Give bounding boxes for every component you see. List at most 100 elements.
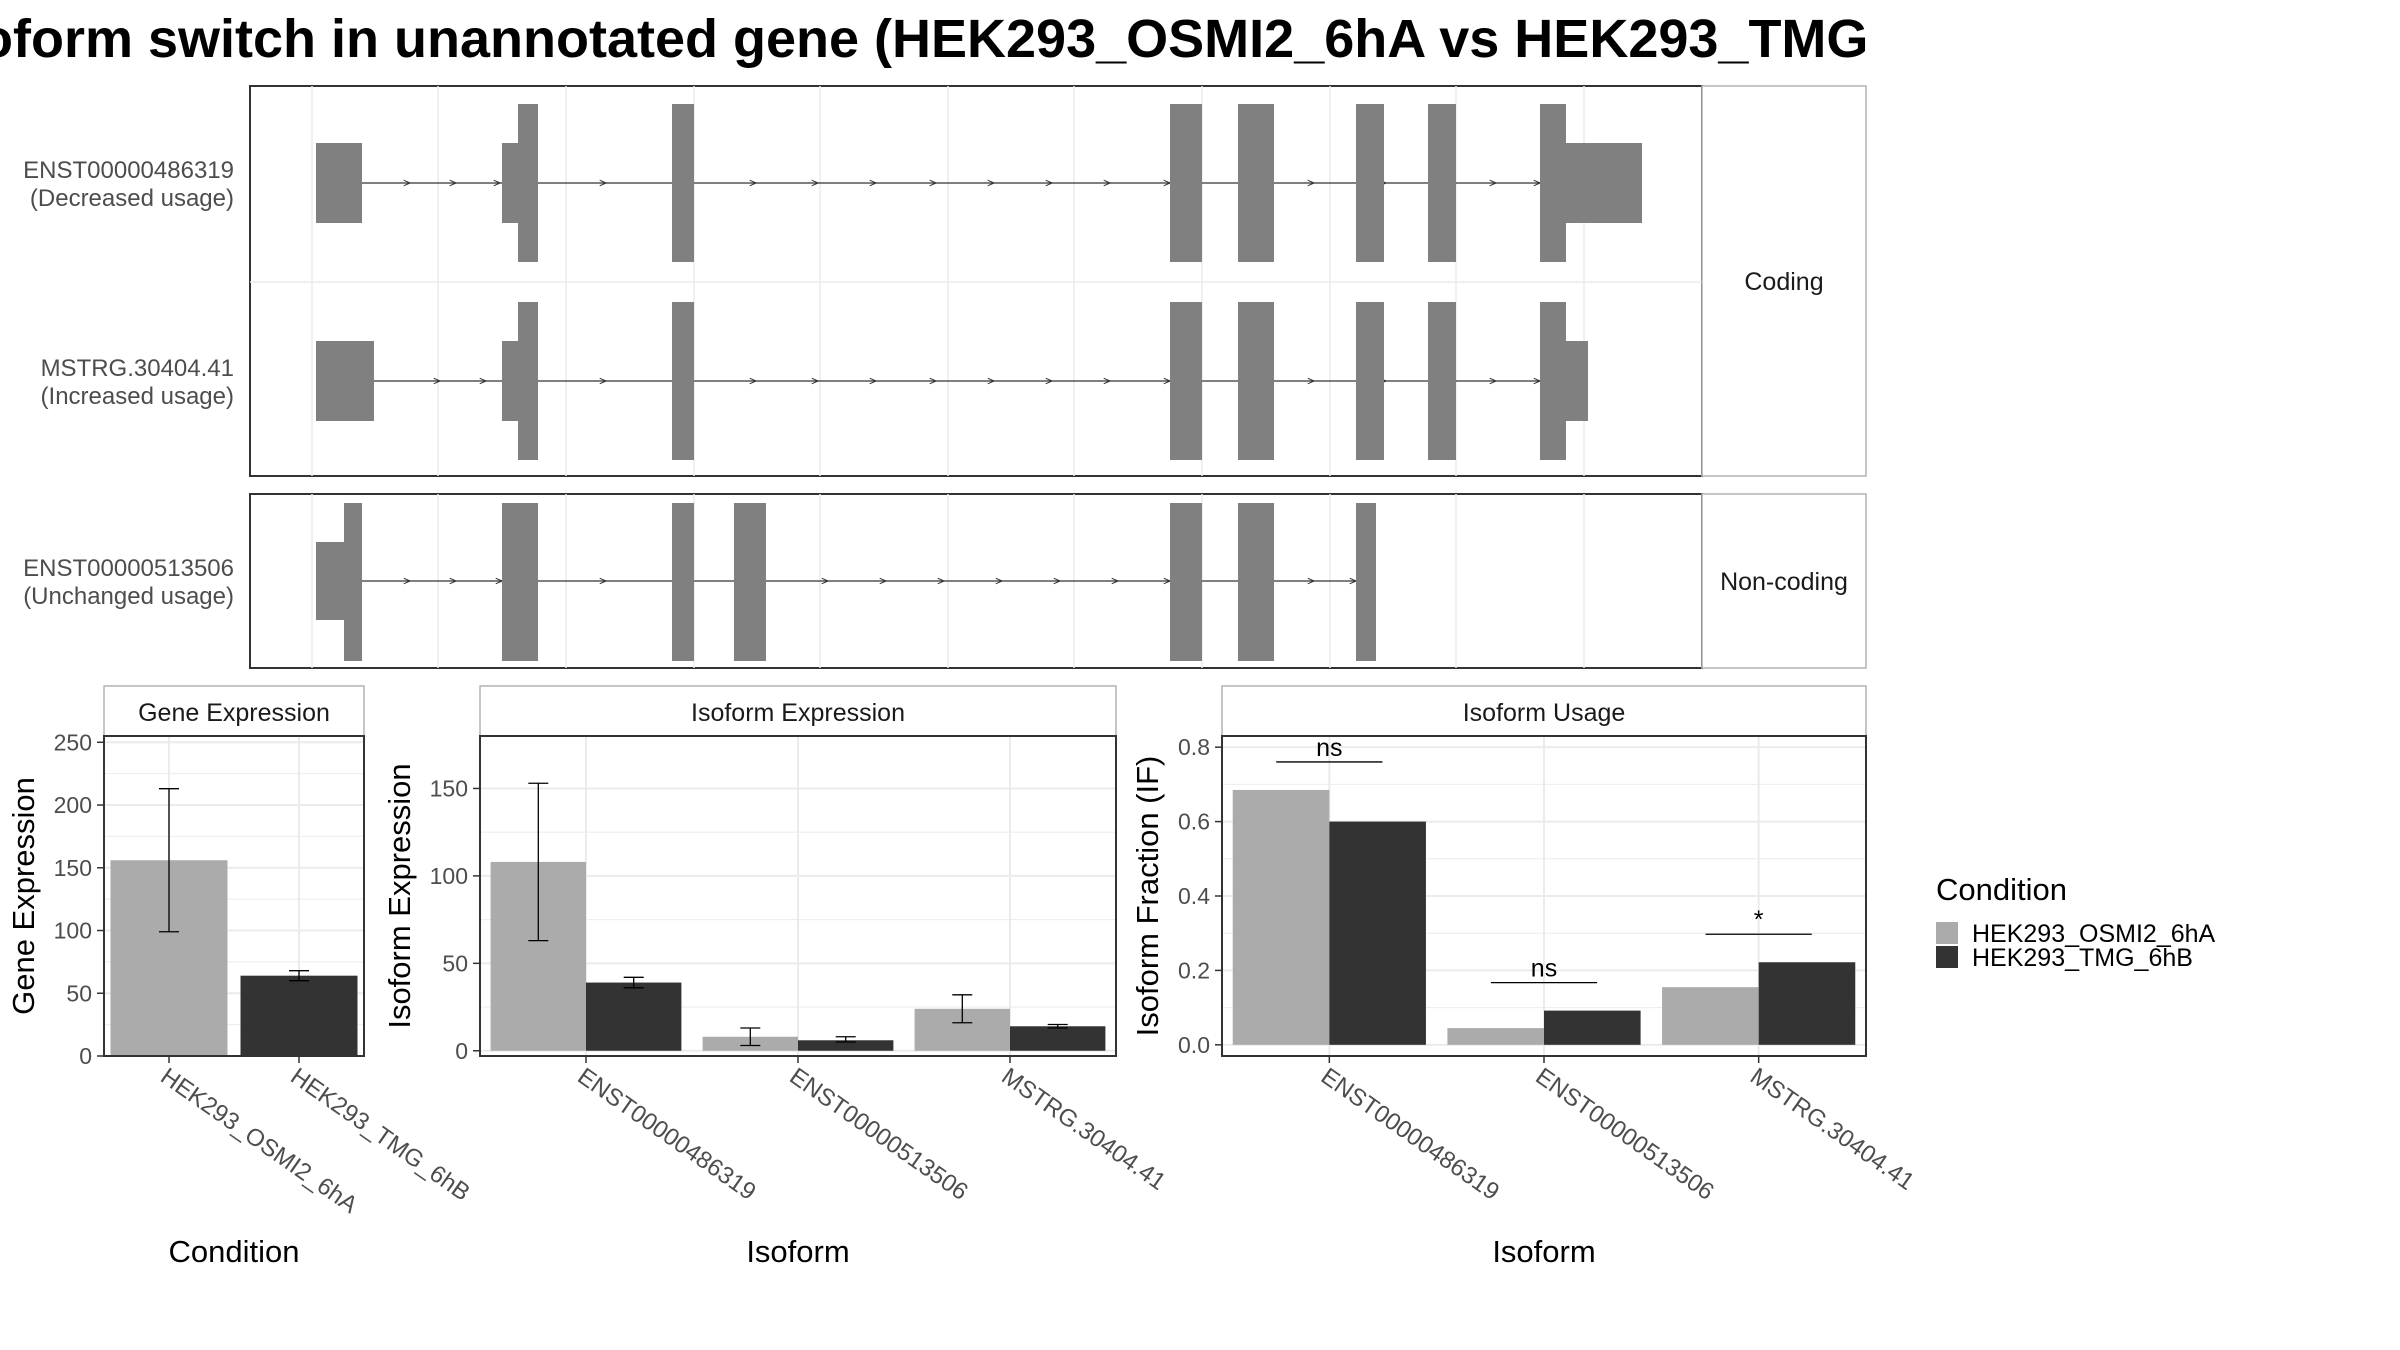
track-label-usage: (Unchanged usage) (23, 583, 234, 610)
exon (1238, 503, 1274, 661)
error-bar (835, 1036, 856, 1043)
exon (1238, 302, 1274, 460)
exon (344, 503, 362, 661)
panel-border (103, 735, 365, 1057)
track-label-name: ENST00000486319 (23, 157, 234, 184)
bar (798, 1040, 894, 1051)
exon (1356, 104, 1384, 262)
bar (1447, 1028, 1544, 1045)
y-axis-title: Gene Expression (6, 777, 41, 1015)
exon (1428, 104, 1456, 262)
exon (1170, 104, 1202, 262)
exon (316, 341, 374, 421)
exon (672, 104, 694, 262)
transcript-track-enst00000513506 (316, 503, 1376, 661)
bar (586, 982, 682, 1051)
error-bar (159, 788, 179, 933)
chart-panel-1: Gene Expression050100150200250HEK293_OSM… (6, 685, 475, 1269)
x-tick-label: ENST00000513506 (1531, 1063, 1719, 1206)
x-axis-title: Isoform (746, 1234, 849, 1269)
noncoding-strip (1701, 493, 1867, 669)
y-tick-label: 150 (54, 855, 92, 881)
y-tick-label: 250 (54, 729, 92, 755)
y-tick-label: 200 (54, 792, 92, 818)
exon (734, 503, 766, 661)
exon (1170, 302, 1202, 460)
figure-title-container: oform switch in unannotated gene (HEK293… (0, 8, 1872, 88)
track-label-usage: (Increased usage) (41, 383, 234, 410)
x-tick-label: MSTRG.30404.41 (997, 1063, 1171, 1196)
strip-title: Isoform Expression (691, 699, 905, 727)
y-tick-label: 100 (430, 863, 468, 889)
noncoding-strip-label: Non-coding (1720, 568, 1848, 596)
y-tick-label: 150 (430, 775, 468, 801)
track-label-name: ENST00000513506 (23, 555, 234, 582)
exon (502, 341, 518, 421)
significance-label: * (1754, 906, 1764, 934)
exon (502, 503, 538, 661)
exon (518, 104, 538, 262)
x-tick-label: MSTRG.30404.41 (1745, 1063, 1919, 1196)
coding-panel-border (249, 85, 1703, 477)
bar (240, 975, 358, 1056)
track-labels: ENST00000486319 (Decreased usage) MSTRG.… (23, 157, 234, 610)
exon (1540, 104, 1566, 262)
exon (1428, 302, 1456, 460)
exon (316, 542, 344, 620)
exon (502, 143, 518, 223)
x-tick-label: ENST00000513506 (785, 1063, 973, 1206)
error-bar (623, 976, 644, 989)
chart-panel-2: Isoform Expression 0 50 100 150 ENST000004863… (382, 685, 1171, 1269)
chart-panel-3: Isoform Usage ns ns * 0.0 0.2 0.4 0.6 0.8 ENST000… (1130, 685, 1919, 1269)
track-label-usage: (Decreased usage) (30, 185, 234, 212)
transcript-track-enst00000486319 (316, 104, 1642, 262)
coding-strip (1701, 85, 1867, 477)
bar (1544, 1010, 1641, 1045)
y-tick-label: 0 (79, 1043, 92, 1069)
legend-label-tmg: HEK293_TMG_6hB (1972, 944, 2193, 972)
coding-strip-label: Coding (1744, 268, 1823, 296)
y-tick-label: 0.0 (1178, 1032, 1210, 1058)
exon (1356, 503, 1376, 661)
error-bar (528, 782, 549, 942)
exons (316, 104, 1642, 262)
exon (1540, 302, 1566, 460)
exon (1566, 341, 1588, 421)
bar (1662, 987, 1759, 1045)
error-bar (952, 994, 973, 1024)
strip-title: Isoform Usage (1463, 699, 1626, 727)
track-label-name: MSTRG.30404.41 (41, 355, 234, 382)
strip-title: Gene Expression (138, 699, 330, 727)
transcript-panel: Coding (23, 85, 1867, 669)
noncoding-panel: Non-coding (249, 493, 1867, 669)
significance-label: ns (1316, 734, 1342, 762)
y-axis-title: Isoform Fraction (IF) (1130, 756, 1165, 1037)
exon (1566, 143, 1642, 223)
exons (316, 503, 1376, 661)
error-bar (740, 1027, 761, 1047)
y-tick-label: 50 (66, 980, 92, 1006)
y-tick-label: 50 (442, 950, 468, 976)
y-tick-label: 0.2 (1178, 957, 1210, 983)
legend-title: Condition (1936, 872, 2067, 907)
transcript-track-mstrg-30404-41 (316, 302, 1588, 460)
bar (1010, 1026, 1106, 1051)
error-bar (1047, 1023, 1068, 1029)
exons (316, 302, 1588, 460)
legend: Condition HEK293_OSMI2_6hA HEK293_TMG_6h… (1936, 872, 2216, 972)
x-axis-title: Condition (169, 1234, 300, 1269)
legend-key-tmg (1936, 946, 1958, 968)
y-tick-label: 0.4 (1178, 883, 1210, 909)
exon (672, 302, 694, 460)
y-tick-label: 100 (54, 918, 92, 944)
x-tick-label: ENST00000486319 (1316, 1063, 1504, 1206)
x-tick-label: ENST00000486319 (573, 1063, 761, 1206)
significance-label: ns (1531, 955, 1557, 983)
coding-panel: Coding (249, 85, 1867, 477)
strip (1221, 685, 1867, 737)
figure-title: oform switch in unannotated gene (HEK293… (0, 9, 1869, 69)
exon (316, 143, 362, 223)
bar (1758, 962, 1856, 1045)
legend-key-osmi2 (1936, 922, 1958, 944)
